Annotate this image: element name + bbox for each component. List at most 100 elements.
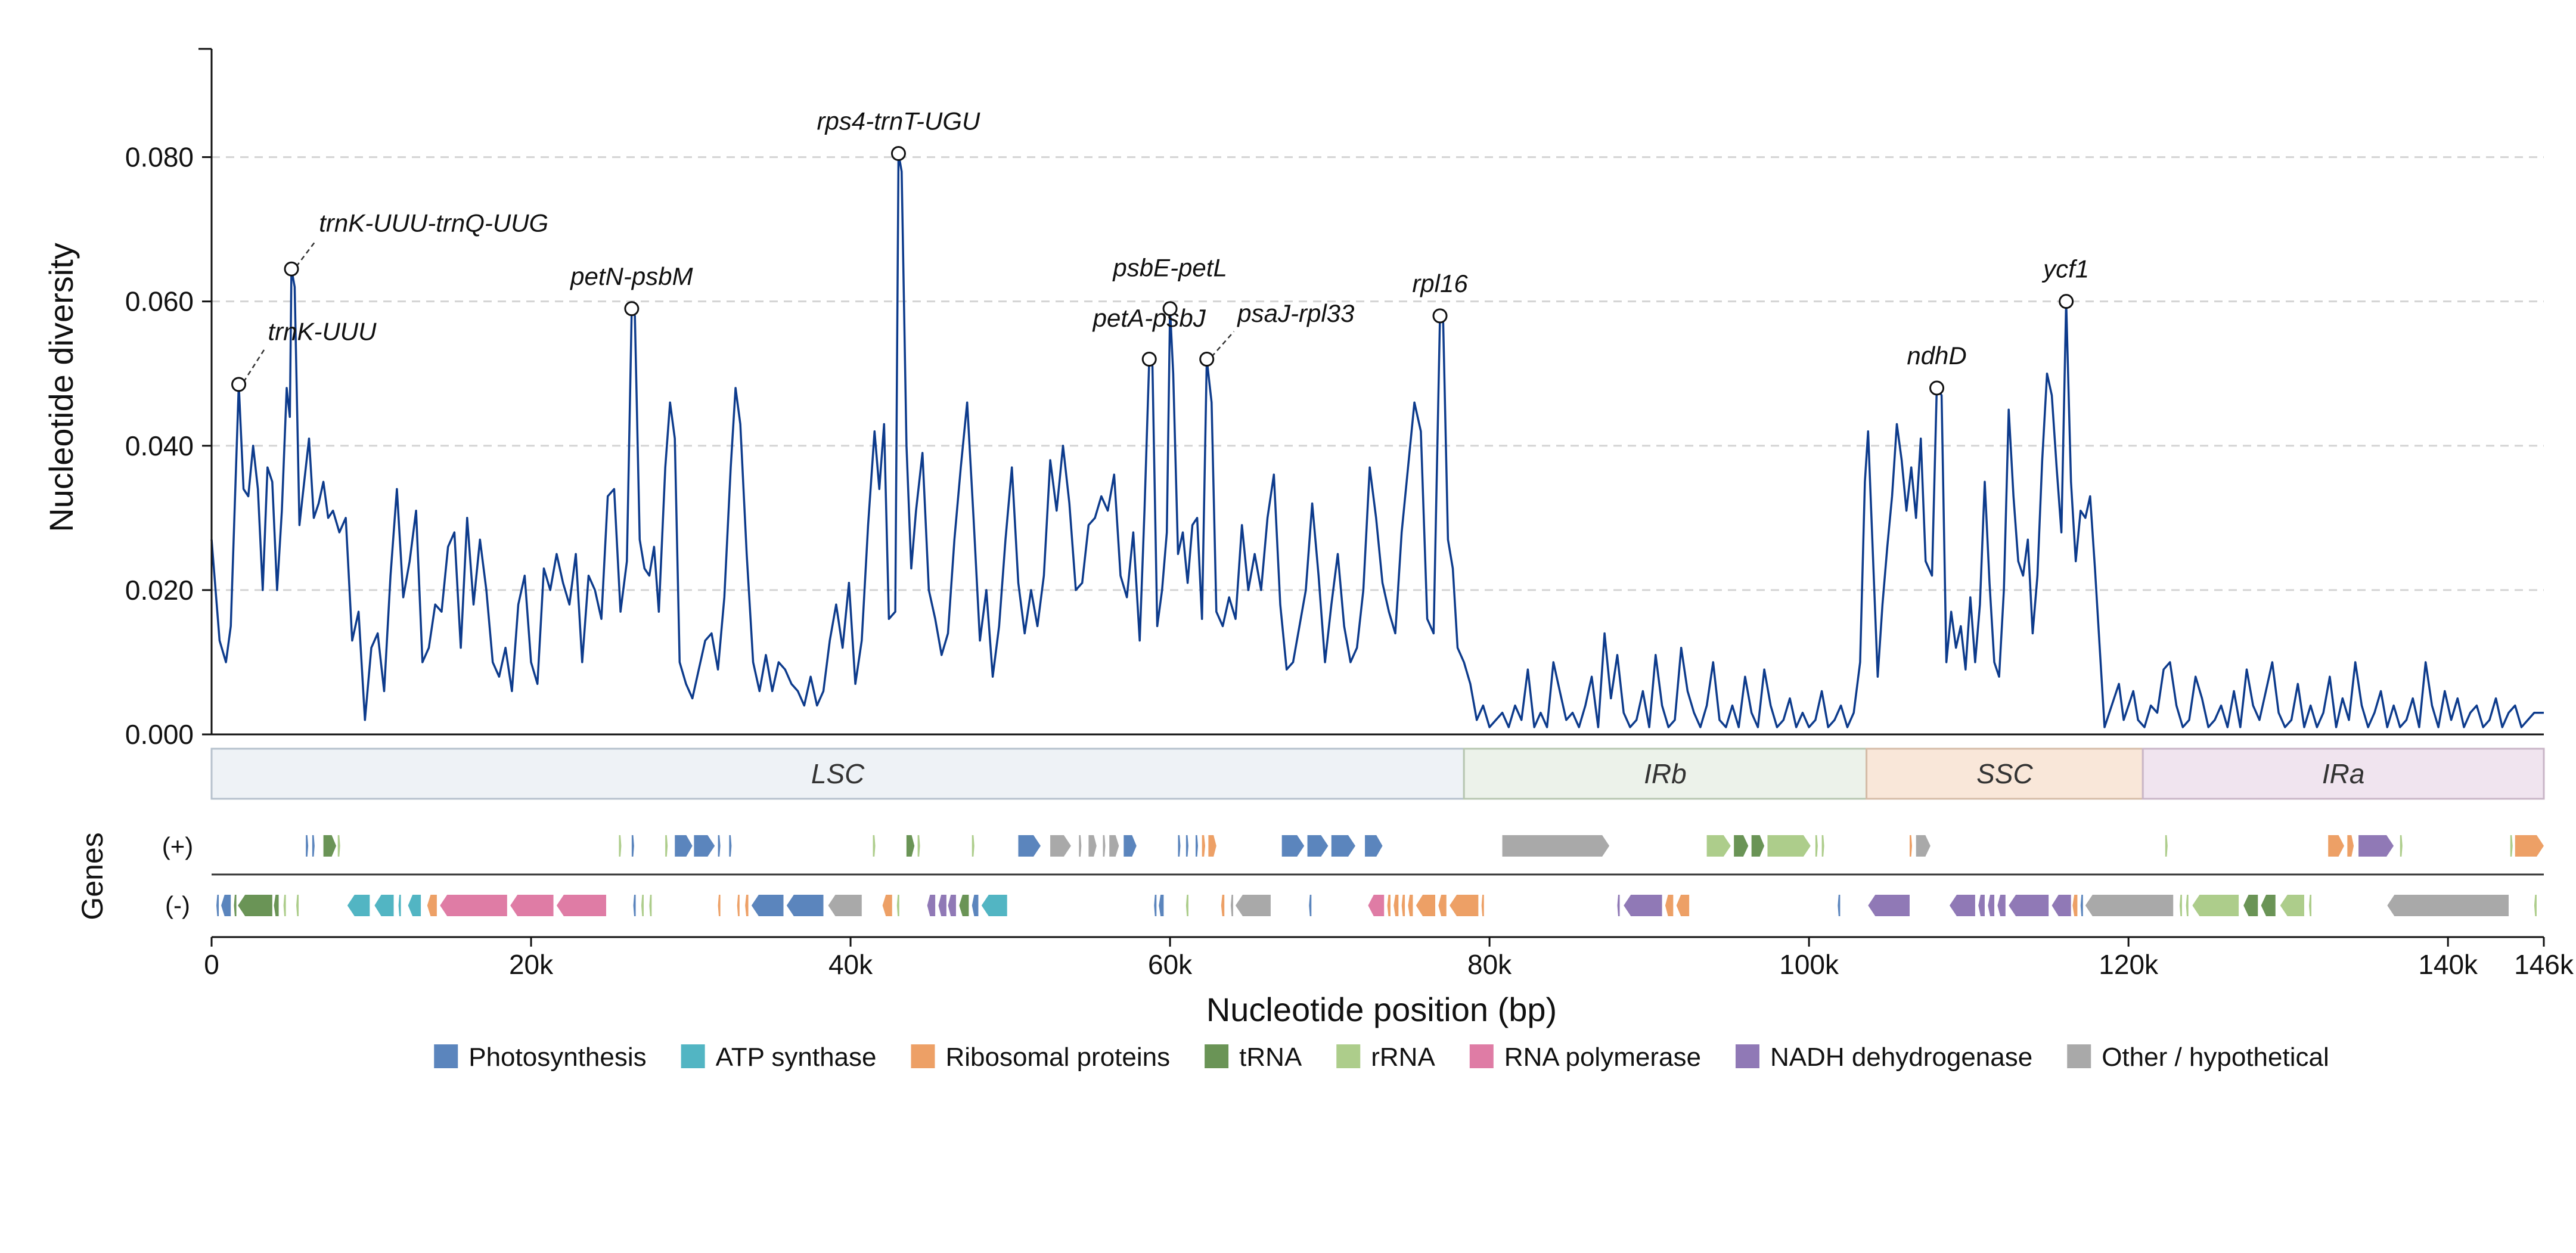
plus-gene-trna — [323, 835, 337, 857]
minus-gene-atp — [374, 895, 394, 916]
minus-gene-rpol — [510, 895, 554, 916]
plus-gene-rrna — [1815, 835, 1818, 857]
plus-strand-label: (+) — [162, 832, 194, 860]
minus-gene-ribo — [1387, 895, 1391, 916]
minus-gene-ribo — [427, 895, 437, 916]
x-tick-label: 140k — [2418, 949, 2478, 980]
minus-gene-atp — [981, 895, 1007, 916]
y-tick-label: 0.040 — [125, 430, 194, 461]
region-label-irb: IRb — [1644, 758, 1687, 789]
plus-gene-other — [1916, 835, 1931, 857]
minus-gene-rrna — [296, 895, 299, 916]
plus-gene-photo — [1178, 835, 1181, 857]
minus-gene-ndh — [1868, 895, 1910, 916]
minus-gene-trna — [2243, 895, 2258, 916]
x-tick-label: 40k — [828, 949, 873, 980]
minus-gene-ndh — [1978, 895, 1985, 916]
minus-gene-trna — [234, 895, 237, 916]
plus-gene-photo — [312, 835, 315, 857]
annotation-label: petN-psbM — [569, 262, 693, 290]
plus-gene-rrna — [2400, 835, 2403, 857]
minus-gene-ribo — [1401, 895, 1405, 916]
legend-swatch-rrna — [1336, 1044, 1361, 1068]
legend-label-rrna: rRNA — [1371, 1043, 1435, 1072]
plus-gene-photo — [1018, 835, 1041, 857]
plus-gene-other — [1079, 835, 1082, 857]
annotation-label: rpl16 — [1412, 269, 1468, 297]
plus-gene-rrna — [2510, 835, 2513, 857]
plus-gene-rrna — [665, 835, 668, 857]
minus-gene-ribo — [1450, 895, 1479, 916]
plus-gene-photo — [1185, 835, 1188, 857]
y-tick-label: 0.060 — [125, 286, 194, 317]
plus-gene-trna — [1734, 835, 1749, 857]
minus-gene-other — [2387, 895, 2509, 916]
minus-gene-photo — [1154, 895, 1157, 916]
plus-gene-ribo — [1208, 835, 1216, 857]
x-axis-label: Nucleotide position (bp) — [1206, 991, 1557, 1028]
legend-swatch-trna — [1205, 1044, 1229, 1068]
minus-gene-other — [828, 895, 862, 916]
peak-marker — [1162, 301, 1178, 317]
minus-gene-rrna — [649, 895, 652, 916]
region-track: LSC IRb SSC IRa — [210, 748, 2545, 800]
plus-gene-photo — [1123, 835, 1137, 857]
minus-gene-rrna — [1185, 895, 1188, 916]
minus-gene-photo — [633, 895, 636, 916]
minus-gene-ndh — [927, 895, 936, 916]
minus-gene-trna — [959, 895, 969, 916]
legend: Photosynthesis ATP synthase Ribosomal prot… — [434, 1043, 2329, 1072]
minus-gene-photo — [1159, 895, 1164, 916]
plus-gene-photo — [694, 835, 715, 857]
plus-gene-photo — [1281, 835, 1305, 857]
minus-gene-photo — [972, 895, 979, 916]
legend-swatch-atp — [681, 1044, 705, 1068]
y-tick-label: 0.020 — [125, 575, 194, 606]
minus-gene-trna — [274, 895, 279, 916]
legend-swatch-photo — [434, 1044, 458, 1068]
plus-gene-rrna — [972, 835, 974, 857]
minus-gene-ndh — [948, 895, 956, 916]
region-lsc — [210, 748, 1465, 800]
peak-marker — [1432, 308, 1448, 324]
y-tick-label: 0.080 — [125, 142, 194, 173]
annotation-label: petA-psbJ — [1092, 304, 1206, 332]
minus-gene-ribo — [745, 895, 749, 916]
minus-gene-photo — [1838, 895, 1841, 916]
axes: 0.000 0.020 0.040 0.060 0.080 0 20k 40k 60k 80k 10… — [125, 48, 2574, 980]
peak-marker — [1199, 352, 1215, 367]
annotation-label: ycf1 — [2041, 255, 2089, 283]
plus-gene-trna — [1751, 835, 1765, 857]
minus-strand-label: (-) — [165, 891, 190, 919]
peak-marker — [1929, 380, 1945, 396]
minus-gene-trna — [238, 895, 272, 916]
minus-gene-rrna — [896, 895, 899, 916]
plus-gene-other — [1502, 835, 1610, 857]
plus-gene-ribo — [1909, 835, 1913, 857]
plus-gene-photo — [675, 835, 693, 857]
plus-gene-rrna — [917, 835, 920, 857]
legend-label-photo: Photosynthesis — [468, 1043, 646, 1072]
legend-swatch-rpol — [1469, 1044, 1494, 1068]
annotation-label: ndhD — [1907, 342, 1966, 370]
plus-gene-ribo — [2328, 835, 2344, 857]
gene-track-title: Genes — [76, 832, 109, 920]
peak-marker — [284, 261, 299, 277]
y-tick-label: 0.000 — [125, 719, 194, 750]
minus-gene-ribo — [1408, 895, 1413, 916]
minus-gene-photo — [2080, 895, 2083, 916]
region-ssc — [1866, 748, 2144, 800]
plus-gene-rrna — [619, 835, 622, 857]
minus-gene-ndh — [1988, 895, 1995, 916]
plus-gene-ribo — [1202, 835, 1206, 857]
plus-gene-rrna — [337, 835, 340, 857]
minus-gene-other — [1235, 895, 1271, 916]
peak-annotations: trnK-UUU trnK-UUU-trnQ-UUG petN-psbM rps4-t… — [231, 107, 2089, 396]
y-axis-label: Nucleotide diversity — [42, 243, 80, 532]
peak-marker — [1141, 352, 1157, 367]
minus-gene-other — [1230, 895, 1233, 916]
minus-gene-ndh — [1949, 895, 1975, 916]
minus-gene-atp — [347, 895, 370, 916]
annotation-label: psaJ-rpl33 — [1236, 299, 1354, 327]
gridlines — [212, 156, 2544, 591]
